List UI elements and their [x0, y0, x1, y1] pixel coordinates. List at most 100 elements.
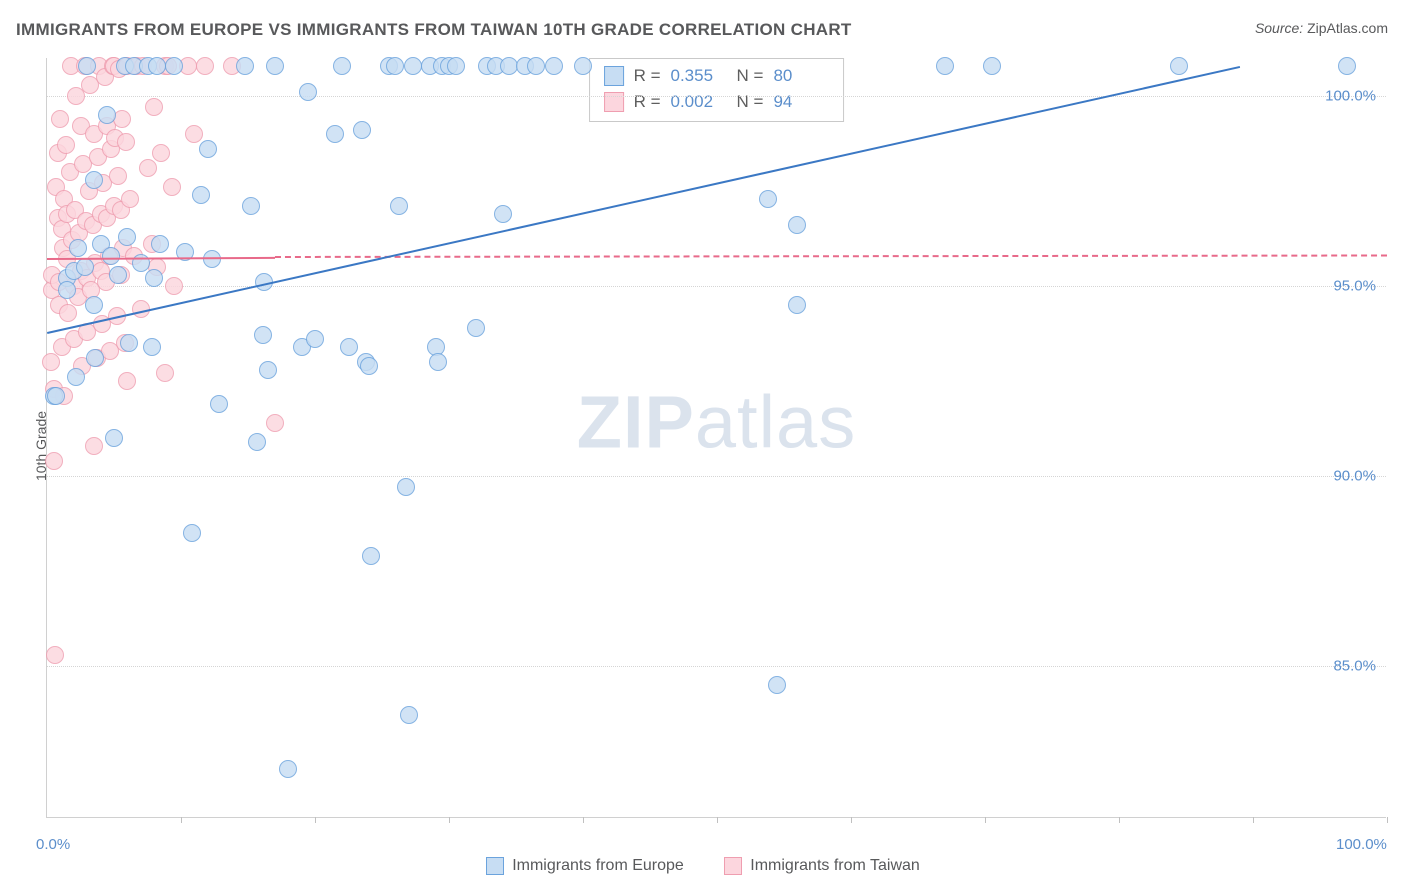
data-point-taiwan	[139, 159, 157, 177]
y-tick-label: 95.0%	[1333, 278, 1376, 295]
data-point-europe	[85, 296, 103, 314]
data-point-europe	[259, 361, 277, 379]
trendline	[47, 256, 275, 259]
data-point-europe	[266, 57, 284, 75]
data-point-taiwan	[163, 178, 181, 196]
data-point-europe	[109, 266, 127, 284]
legend-item-taiwan: Immigrants from Taiwan	[724, 857, 920, 875]
data-point-taiwan	[85, 437, 103, 455]
data-point-europe	[203, 250, 221, 268]
data-point-europe	[248, 433, 266, 451]
data-point-europe	[183, 524, 201, 542]
r-label: R =	[634, 89, 661, 115]
x-tick	[1119, 817, 1120, 823]
data-point-taiwan	[145, 98, 163, 116]
chart-title: IMMIGRANTS FROM EUROPE VS IMMIGRANTS FRO…	[16, 20, 852, 40]
data-point-europe	[759, 190, 777, 208]
data-point-europe	[545, 57, 563, 75]
data-point-europe	[236, 57, 254, 75]
data-point-taiwan	[196, 57, 214, 75]
legend-swatch-icon	[486, 857, 504, 875]
legend-series: Immigrants from Europe Immigrants from T…	[0, 857, 1406, 880]
data-point-europe	[429, 353, 447, 371]
source-label: Source:	[1255, 20, 1303, 36]
data-point-europe	[69, 239, 87, 257]
data-point-taiwan	[57, 136, 75, 154]
data-point-europe	[788, 296, 806, 314]
legend-swatch-taiwan	[604, 92, 624, 112]
data-point-europe	[386, 57, 404, 75]
data-point-europe	[494, 205, 512, 223]
x-tick	[717, 817, 718, 823]
data-point-europe	[768, 676, 786, 694]
legend-swatch-icon	[724, 857, 742, 875]
plot-area: ZIPatlas R = 0.355 N = 80 R = 0.002 N = …	[46, 58, 1386, 818]
data-point-europe	[306, 330, 324, 348]
n-value-taiwan: 94	[773, 89, 829, 115]
x-tick	[1387, 817, 1388, 823]
data-point-europe	[143, 338, 161, 356]
gridline	[47, 666, 1386, 667]
x-tick	[315, 817, 316, 823]
data-point-europe	[118, 228, 136, 246]
x-tick	[181, 817, 182, 823]
data-point-taiwan	[152, 144, 170, 162]
legend-label-taiwan: Immigrants from Taiwan	[750, 857, 920, 875]
data-point-europe	[1170, 57, 1188, 75]
data-point-europe	[199, 140, 217, 158]
legend-label-europe: Immigrants from Europe	[512, 857, 684, 875]
data-point-europe	[299, 83, 317, 101]
x-tick	[985, 817, 986, 823]
data-point-europe	[353, 121, 371, 139]
r-value-europe: 0.355	[671, 63, 727, 89]
data-point-europe	[326, 125, 344, 143]
data-point-taiwan	[266, 414, 284, 432]
data-point-europe	[279, 760, 297, 778]
r-label: R =	[634, 63, 661, 89]
data-point-europe	[76, 258, 94, 276]
gridline	[47, 476, 1386, 477]
data-point-europe	[1338, 57, 1356, 75]
x-axis-min-label: 0.0%	[36, 836, 70, 853]
data-point-europe	[983, 57, 1001, 75]
n-label: N =	[737, 63, 764, 89]
data-point-europe	[242, 197, 260, 215]
data-point-europe	[400, 706, 418, 724]
trendline	[275, 255, 1387, 259]
legend-item-europe: Immigrants from Europe	[486, 857, 684, 875]
x-tick	[1253, 817, 1254, 823]
watermark-bold: ZIP	[577, 381, 695, 464]
data-point-taiwan	[117, 133, 135, 151]
data-point-europe	[192, 186, 210, 204]
data-point-taiwan	[45, 452, 63, 470]
data-point-europe	[362, 547, 380, 565]
data-point-taiwan	[51, 110, 69, 128]
data-point-europe	[86, 349, 104, 367]
data-point-taiwan	[121, 190, 139, 208]
r-value-taiwan: 0.002	[671, 89, 727, 115]
x-tick	[851, 817, 852, 823]
y-tick-label: 90.0%	[1333, 468, 1376, 485]
x-axis-max-label: 100.0%	[1336, 836, 1387, 853]
data-point-europe	[390, 197, 408, 215]
data-point-europe	[527, 57, 545, 75]
data-point-europe	[151, 235, 169, 253]
data-point-europe	[85, 171, 103, 189]
data-point-europe	[165, 57, 183, 75]
data-point-europe	[467, 319, 485, 337]
data-point-europe	[788, 216, 806, 234]
n-value-europe: 80	[773, 63, 829, 89]
legend-swatch-europe	[604, 66, 624, 86]
data-point-europe	[145, 269, 163, 287]
data-point-europe	[47, 387, 65, 405]
data-point-taiwan	[42, 353, 60, 371]
n-label: N =	[737, 89, 764, 115]
watermark: ZIPatlas	[577, 380, 856, 465]
y-tick-label: 100.0%	[1325, 88, 1376, 105]
data-point-europe	[98, 106, 116, 124]
data-point-europe	[447, 57, 465, 75]
data-point-europe	[210, 395, 228, 413]
data-point-europe	[148, 57, 166, 75]
data-point-europe	[340, 338, 358, 356]
data-point-europe	[120, 334, 138, 352]
